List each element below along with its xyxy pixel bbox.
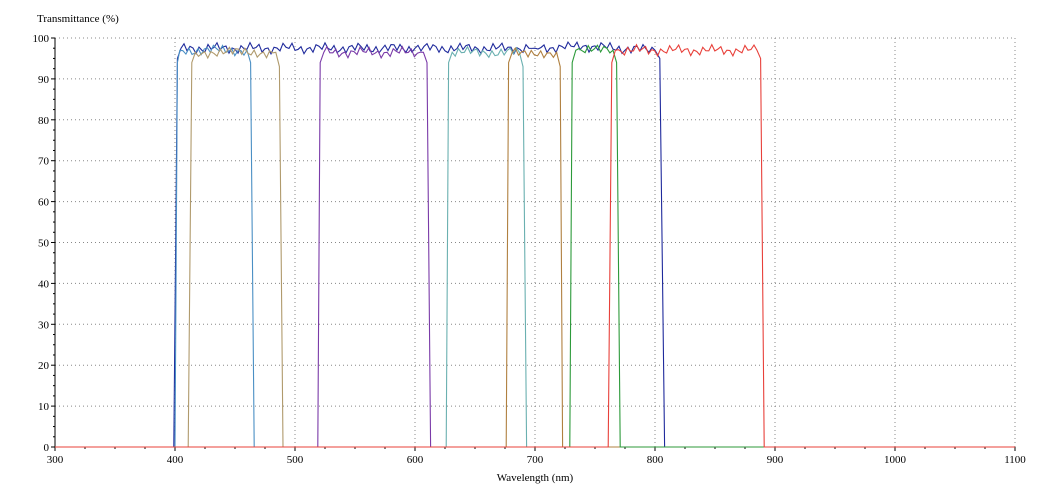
x-tick-labels: 300 400 500 600 700 800 900 1000 1100 — [47, 454, 1027, 466]
x-tick-label-5: 800 — [647, 454, 664, 466]
series-line-7 — [55, 44, 1015, 448]
series-line-8 — [55, 43, 1015, 448]
x-axis-title: Wavelength (nm) — [497, 472, 574, 484]
y-tick-label-3: 30 — [38, 319, 50, 331]
x-tick-label-2: 500 — [287, 454, 304, 466]
y-tick-label-8: 80 — [38, 115, 50, 127]
x-tick-label-3: 600 — [407, 454, 424, 466]
y-tick-label-7: 70 — [38, 156, 50, 168]
grid — [55, 37, 1016, 447]
series-line-1 — [55, 40, 1015, 448]
series-line-3 — [55, 46, 1015, 448]
y-axis-title: Transmittance (%) — [37, 13, 119, 25]
y-tick-label-6: 60 — [38, 197, 50, 209]
y-tick-label-5: 50 — [38, 238, 50, 250]
x-tick-label-8: 1100 — [1004, 454, 1026, 466]
series-line-2 — [55, 44, 1015, 448]
y-tick-label-1: 10 — [38, 401, 50, 413]
y-tick-labels: 0 10 20 30 40 50 60 70 80 90 100 — [33, 33, 50, 454]
series-line-6 — [55, 47, 1015, 448]
y-tick-label-2: 20 — [38, 360, 50, 372]
x-tick-label-4: 700 — [527, 454, 544, 466]
x-tick-label-1: 400 — [167, 454, 184, 466]
series-line-5 — [55, 45, 1015, 448]
series-line-4 — [55, 45, 1015, 448]
series-group — [55, 40, 1015, 448]
y-tick-label-4: 40 — [38, 278, 50, 290]
y-tick-label-0: 0 — [44, 442, 50, 454]
x-tick-label-0: 300 — [47, 454, 64, 466]
axes — [51, 37, 1016, 451]
x-tick-label-7: 1000 — [884, 454, 907, 466]
y-tick-label-10: 100 — [33, 33, 50, 45]
y-tick-label-9: 90 — [38, 74, 50, 86]
x-tick-label-6: 900 — [767, 454, 784, 466]
